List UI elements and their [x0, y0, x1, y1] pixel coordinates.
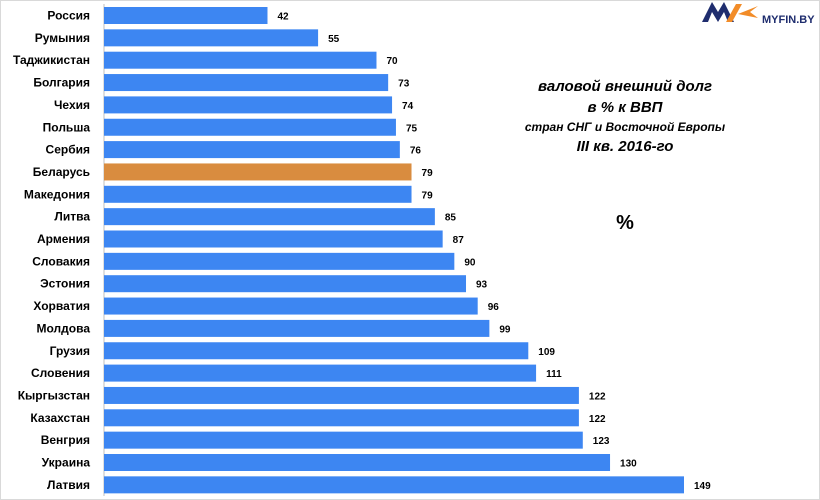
bar: [104, 51, 377, 69]
logo-text: MYFIN.BY: [762, 14, 815, 26]
category-label: Эстония: [40, 277, 90, 291]
bar: [104, 74, 389, 92]
value-label: 74: [402, 101, 414, 112]
category-label: Армения: [37, 232, 90, 246]
category-label: Беларусь: [33, 165, 90, 179]
category-label: Литва: [54, 210, 90, 224]
category-label: Словакия: [32, 254, 90, 268]
bar: [104, 29, 319, 47]
value-label: 96: [488, 302, 500, 313]
bar: [104, 342, 529, 360]
category-label: Таджикистан: [13, 53, 90, 67]
category-label: Украина: [42, 456, 91, 470]
value-label: 109: [538, 347, 555, 358]
bar: [104, 386, 579, 404]
category-label: Кыргызстан: [18, 388, 90, 402]
value-label: 122: [589, 391, 606, 402]
bar: [104, 118, 396, 136]
bar: [104, 163, 412, 181]
category-label: Хорватия: [33, 299, 90, 313]
title-line-3: стран СНГ и Восточной Европы: [524, 120, 726, 134]
category-label: Сербия: [46, 143, 90, 157]
value-label: 73: [398, 79, 410, 90]
logo-mark-icon: [702, 2, 758, 22]
value-label: 70: [386, 56, 398, 67]
bar: [104, 185, 412, 203]
value-label: 79: [422, 190, 434, 201]
category-label: Болгария: [33, 76, 90, 90]
value-label: 90: [464, 257, 476, 268]
category-label: Словения: [31, 366, 90, 380]
category-label: Казахстан: [30, 411, 90, 425]
category-label: Венгрия: [41, 433, 90, 447]
value-label: 42: [277, 12, 289, 23]
value-label: 130: [620, 459, 637, 470]
bars-layer: Россия 42 Румыния 55 Таджикистан 70 Болгария 73…: [13, 7, 711, 494]
title-line-1: валовой внешний долг: [538, 78, 712, 95]
title-line-2: в % к ВВП: [587, 99, 663, 116]
category-label: Чехия: [54, 98, 90, 112]
value-label: 85: [445, 213, 457, 224]
value-label: 123: [593, 436, 610, 447]
category-label: Польша: [43, 120, 91, 134]
bar: [104, 7, 268, 24]
category-label: Грузия: [50, 344, 90, 358]
bar: [104, 319, 490, 337]
value-label: 55: [328, 34, 340, 45]
value-label: 99: [499, 324, 511, 335]
value-label: 76: [410, 146, 422, 157]
bar: [104, 297, 478, 315]
myfin-logo: MYFIN.BY: [702, 2, 815, 26]
title-line-4: III кв. 2016-го: [576, 138, 674, 155]
unit-label: %: [616, 212, 634, 234]
bar: [104, 454, 611, 471]
value-label: 75: [406, 123, 418, 134]
value-label: 111: [546, 369, 562, 380]
bar: [104, 208, 435, 226]
value-label: 87: [453, 235, 465, 246]
value-label: 122: [589, 414, 606, 425]
chart-title: валовой внешний долг в % к ВВП стран СНГ…: [470, 76, 780, 157]
bar: [104, 431, 583, 449]
category-label: Латвия: [47, 478, 90, 492]
value-label: 79: [422, 168, 434, 179]
category-label: Румыния: [35, 31, 90, 45]
value-label: 149: [694, 481, 711, 492]
value-label: 93: [476, 280, 488, 291]
category-label: Молдова: [37, 321, 91, 335]
bar: [104, 96, 393, 114]
bar: [104, 141, 400, 159]
bar: [104, 364, 537, 382]
bar: [104, 252, 455, 270]
bar: [104, 409, 579, 427]
category-label: Россия: [47, 9, 90, 23]
bar: [104, 275, 467, 293]
category-label: Македония: [24, 187, 90, 201]
bar: [104, 476, 684, 494]
bar: [104, 230, 443, 248]
